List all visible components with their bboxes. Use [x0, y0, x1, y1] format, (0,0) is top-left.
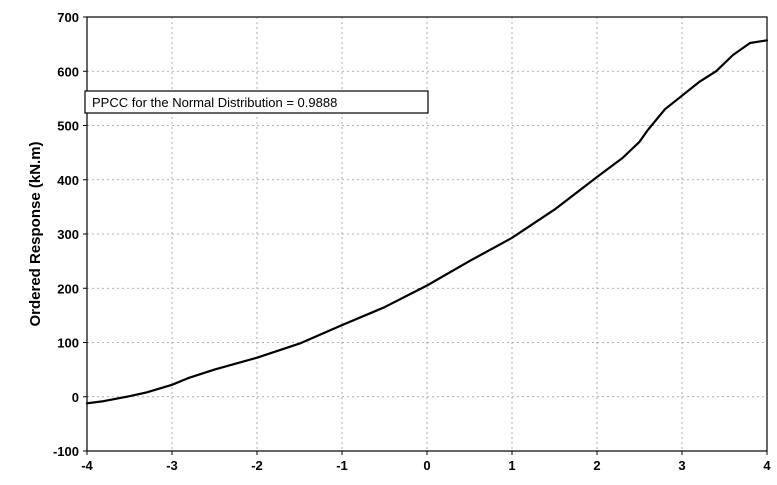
y-tick-label: 600 — [57, 64, 79, 79]
x-tick-label: -4 — [81, 458, 93, 473]
y-axis-label: Ordered Response (kN.m) — [27, 141, 44, 326]
x-tick-label: 1 — [508, 458, 515, 473]
y-tick-label: 200 — [57, 281, 79, 296]
y-tick-label: 500 — [57, 119, 79, 134]
y-tick-label: 0 — [72, 390, 79, 405]
y-tick-label: 300 — [57, 227, 79, 242]
x-tick-label: -1 — [336, 458, 348, 473]
x-tick-label: 4 — [763, 458, 771, 473]
y-tick-label: 100 — [57, 336, 79, 351]
x-tick-labels: -4 -3 -2 -1 0 1 2 3 4 — [81, 451, 771, 473]
y-tick-label: -100 — [53, 444, 79, 459]
annotation-box: PPCC for the Normal Distribution = 0.988… — [84, 90, 429, 114]
x-tick-label: -3 — [166, 458, 178, 473]
annotation-text: PPCC for the Normal Distribution = 0.988… — [92, 95, 337, 110]
y-tick-label: 700 — [57, 10, 79, 25]
grid-lines — [87, 17, 767, 451]
x-tick-label: 2 — [593, 458, 600, 473]
series-line — [85, 39, 769, 405]
x-tick-label: -2 — [251, 458, 263, 473]
x-tick-label: 0 — [423, 458, 430, 473]
y-tick-labels: -100 0 100 200 300 400 500 600 700 — [53, 10, 87, 459]
y-tick-label: 400 — [57, 173, 79, 188]
x-tick-label: 3 — [678, 458, 685, 473]
